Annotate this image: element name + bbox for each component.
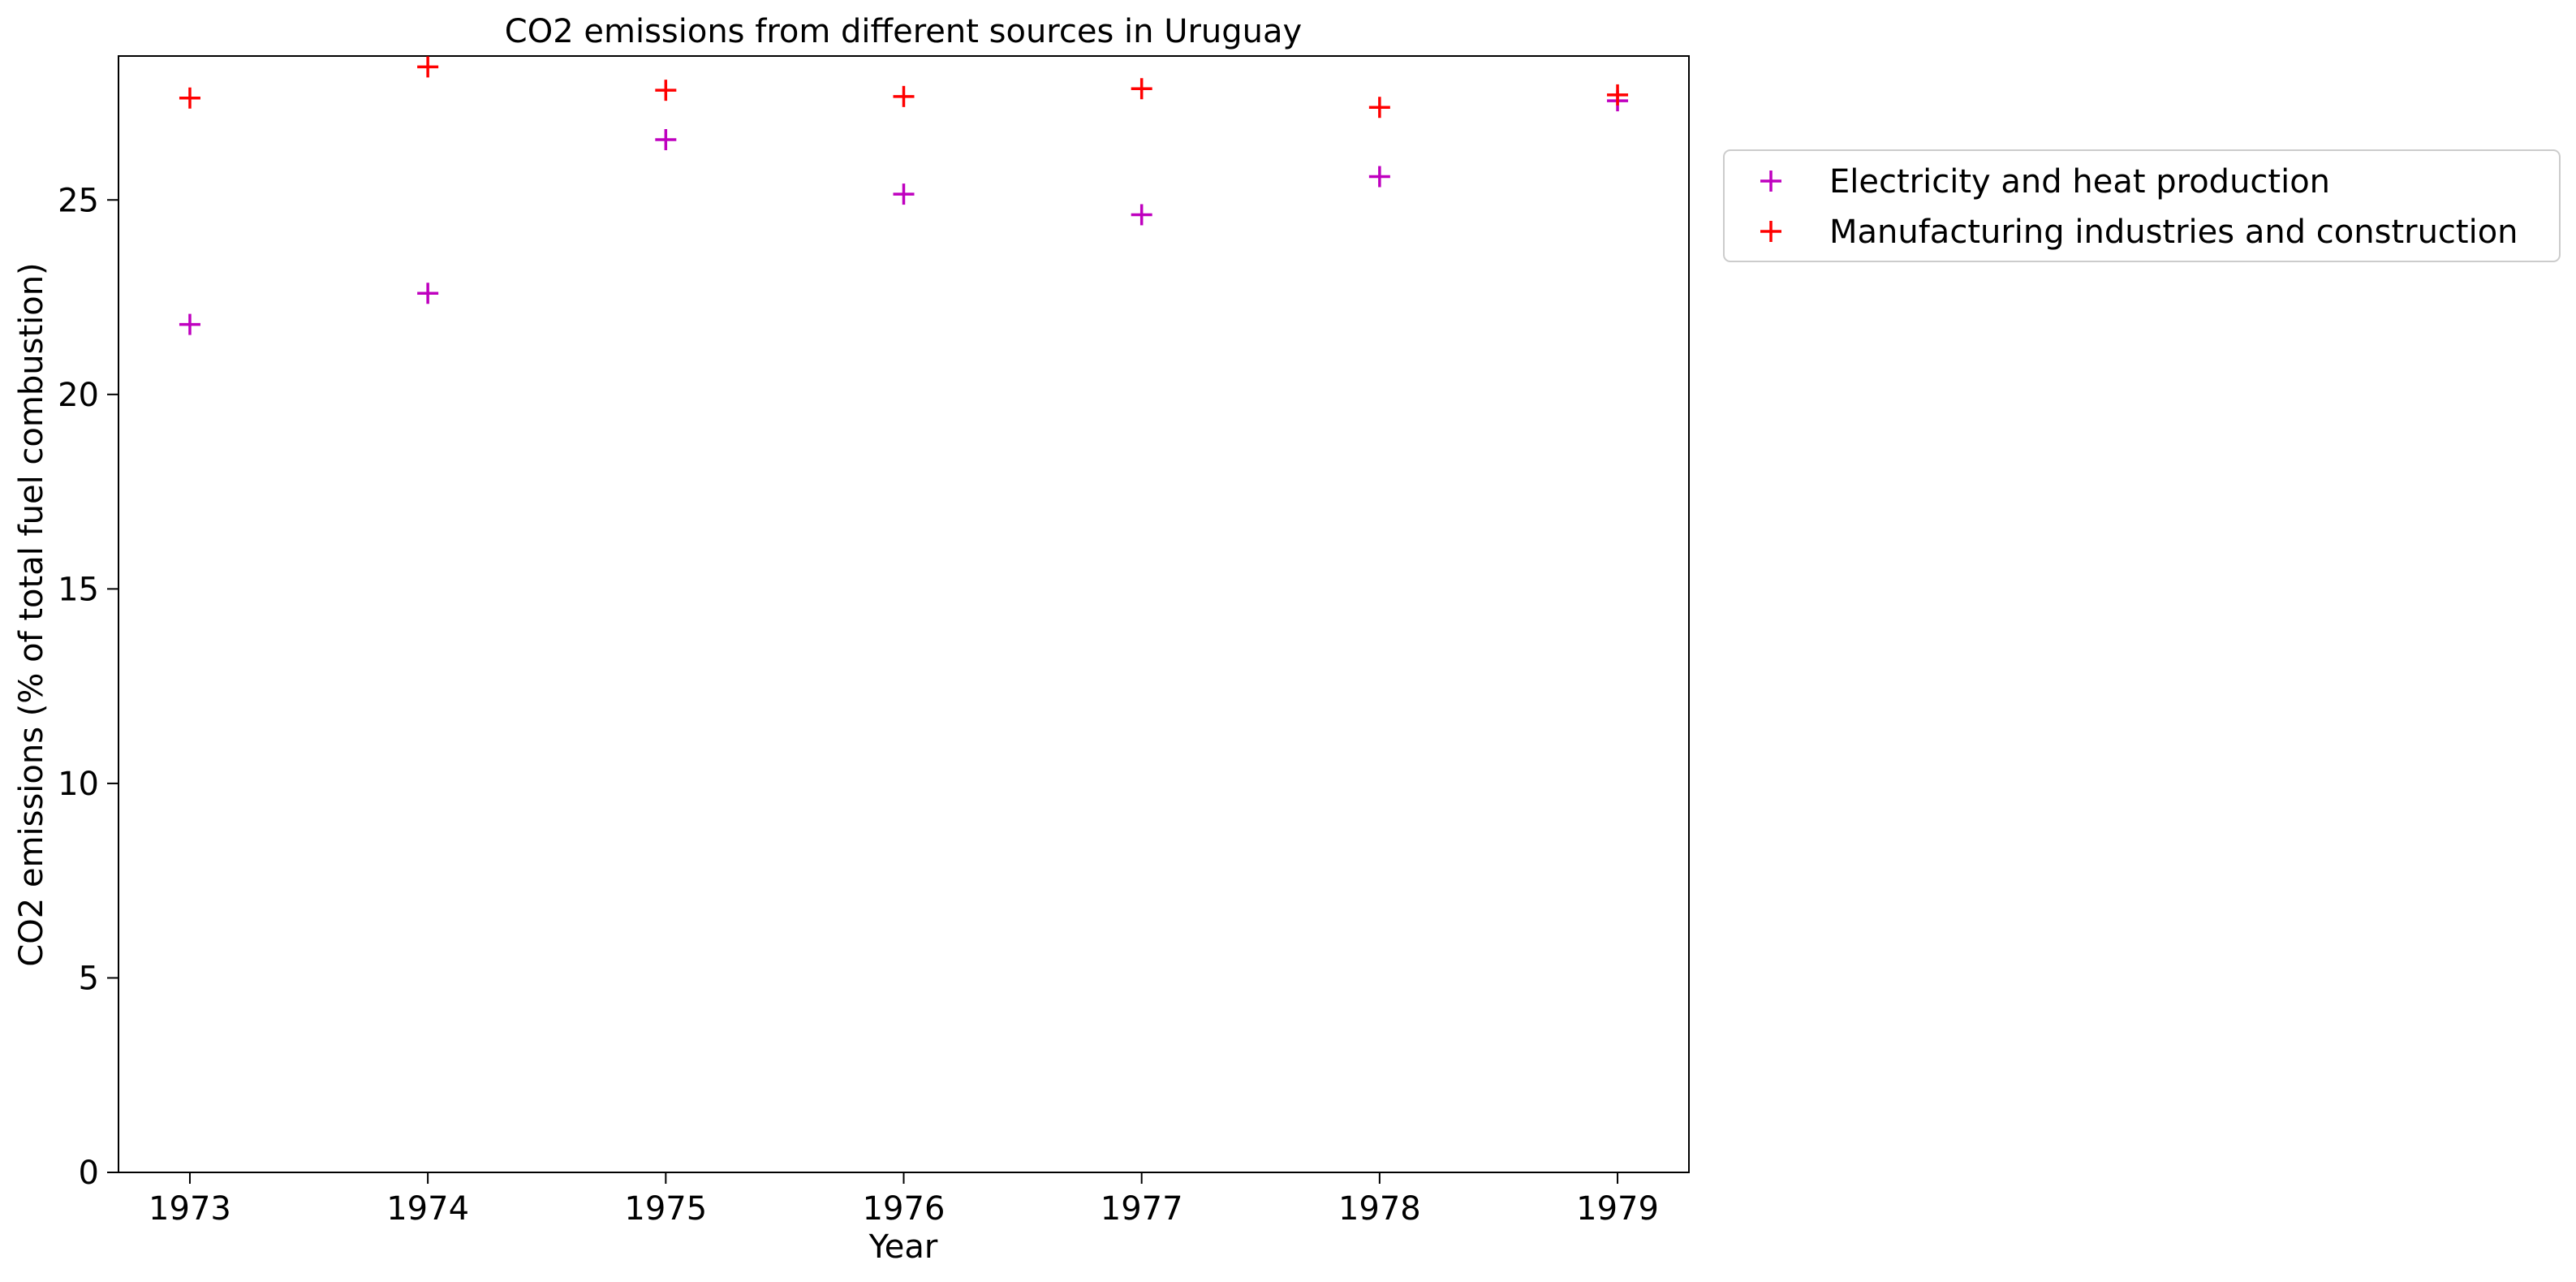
data-point-series-2 xyxy=(417,56,439,78)
y-tick-label: 10 xyxy=(58,766,99,803)
data-points xyxy=(179,56,1629,335)
legend-label: Electricity and heat production xyxy=(1829,163,2330,201)
x-tick-label: 1974 xyxy=(386,1190,469,1228)
x-tick-label: 1977 xyxy=(1101,1190,1183,1228)
legend-items: Electricity and heat production Manufactu… xyxy=(1760,163,2518,251)
legend-box xyxy=(1723,149,2561,262)
x-tick-label: 1979 xyxy=(1576,1190,1659,1228)
data-point-series-1 xyxy=(655,129,677,151)
legend-marker-series-1 xyxy=(1760,171,1781,192)
data-point-series-2 xyxy=(1607,84,1629,106)
chart-title: CO2 emissions from different sources in … xyxy=(505,13,1302,50)
x-tick-label: 1975 xyxy=(624,1190,707,1228)
data-point-series-2 xyxy=(655,80,677,101)
data-point-series-1 xyxy=(179,313,200,335)
data-point-series-2 xyxy=(893,85,915,107)
data-point-series-1 xyxy=(417,283,439,304)
y-axis-title: CO2 emissions (% of total fuel combustio… xyxy=(13,262,50,966)
data-point-series-2 xyxy=(1131,78,1152,100)
data-point-series-1 xyxy=(1368,166,1390,188)
x-axis: 1973 1974 1975 1976 1977 1978 1979 xyxy=(149,1172,1659,1228)
y-tick-label: 20 xyxy=(58,377,99,414)
data-point-series-1 xyxy=(893,183,915,205)
data-point-series-2 xyxy=(1368,97,1390,119)
x-axis-title: Year xyxy=(868,1228,938,1266)
y-tick-label: 5 xyxy=(79,960,99,997)
x-tick-label: 1978 xyxy=(1338,1190,1421,1228)
y-tick-label: 15 xyxy=(58,571,99,608)
legend-marker-series-2 xyxy=(1760,221,1781,242)
legend: Electricity and heat production Manufactu… xyxy=(1723,149,2561,262)
legend-label: Manufacturing industries and constructio… xyxy=(1829,214,2518,251)
y-tick-label: 0 xyxy=(79,1155,99,1192)
y-tick-label: 25 xyxy=(58,182,99,219)
data-point-series-1 xyxy=(1131,204,1152,226)
plot-area: 1973 1974 1975 1976 1977 1978 1979 0 5 10 15 20 25 xyxy=(58,55,1690,1228)
x-tick-label: 1973 xyxy=(149,1190,231,1228)
x-tick-label: 1976 xyxy=(863,1190,946,1228)
data-point-series-2 xyxy=(179,87,200,109)
y-axis: 0 5 10 15 20 25 xyxy=(58,182,118,1192)
